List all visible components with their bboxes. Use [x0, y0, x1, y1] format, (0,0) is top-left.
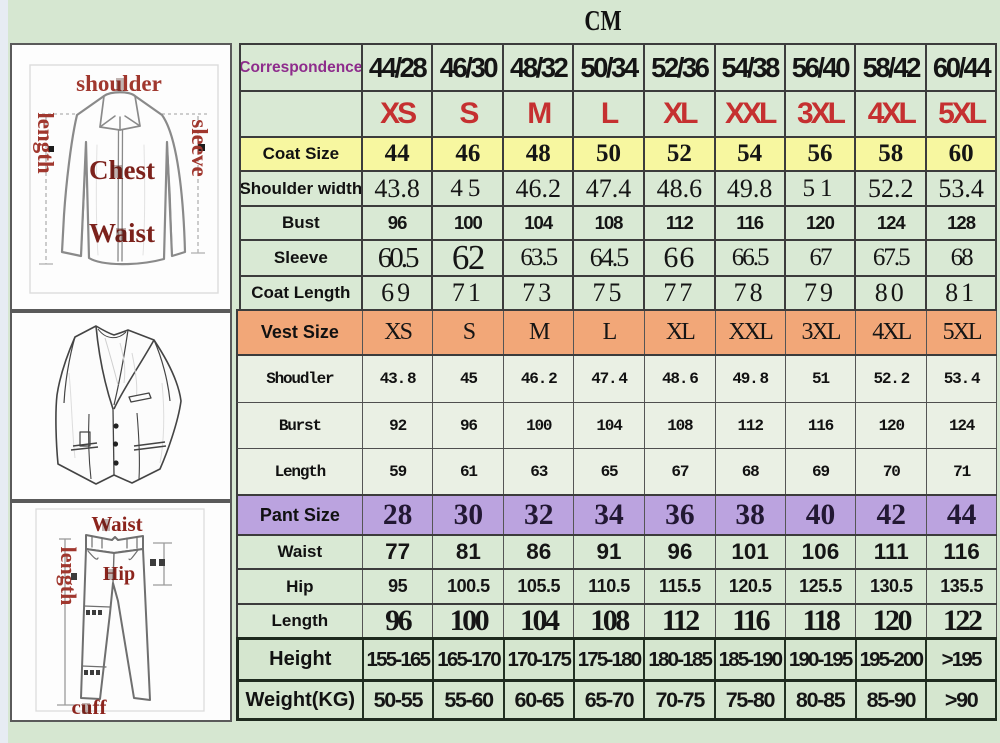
svg-text:cuff: cuff [72, 695, 108, 719]
svg-text:Chest: Chest [89, 155, 155, 185]
svg-text:length: length [56, 547, 81, 606]
svg-text:Hip: Hip [103, 563, 135, 585]
svg-text:shoulder: shoulder [76, 71, 162, 96]
svg-text:sleeve: sleeve [187, 119, 212, 176]
svg-text:Waist: Waist [89, 218, 155, 248]
svg-text:Waist: Waist [91, 512, 142, 536]
svg-text:length: length [33, 112, 58, 174]
